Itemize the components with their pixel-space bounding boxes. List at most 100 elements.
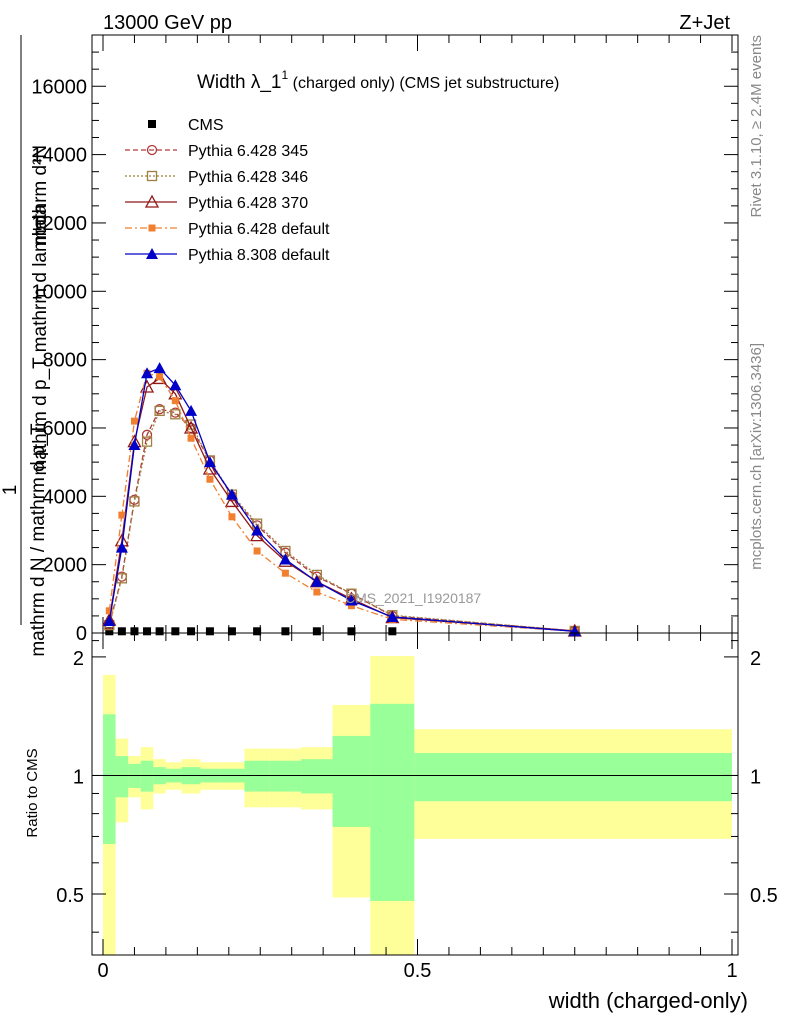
data-point-cms [347, 627, 356, 636]
data-point-cms [253, 627, 262, 636]
legend-entry-cms: CMS [148, 117, 224, 134]
data-point-p8def [141, 367, 154, 379]
main-y-tick-label: 6000 [43, 418, 88, 440]
legend-label: Pythia 6.428 345 [188, 143, 308, 160]
legend-label: CMS [188, 117, 224, 134]
data-point-p6def [253, 547, 261, 555]
ratio-y-axis: 0.5 0.5 1 1 2 2 [56, 640, 778, 933]
data-point-p345 [141, 429, 153, 440]
plot-title-sup: 1 [281, 68, 288, 82]
data-point-cms [130, 627, 139, 636]
series-p345 [104, 404, 580, 637]
data-point-p370 [224, 494, 240, 508]
data-point-cms [143, 627, 152, 636]
mcplots-label: mcplots.cern.ch [arXiv:1306.3436] [748, 343, 765, 570]
ratio-y-tick-label-right: 0.5 [750, 885, 778, 907]
data-point-p8def [568, 625, 581, 637]
data-point-p8def [345, 594, 358, 606]
data-point-p8def [128, 439, 141, 451]
plot-title-rest: (charged only) (CMS jet substructure) [288, 75, 559, 92]
y-title-top: mathrm d²N [30, 145, 51, 245]
series-line-p345 [108, 408, 575, 632]
ratio-band-inner [301, 759, 333, 794]
ratio-y-tick-label: 2 [73, 648, 84, 670]
ratio-band-inner [140, 760, 154, 792]
plot-title: Width λ_11 (charged only) (CMS jet subst… [197, 68, 559, 93]
series-p346 [104, 405, 580, 637]
legend-entry-p345: Pythia 6.428 345 [125, 143, 308, 160]
main-y-tick-label: 0 [76, 623, 87, 645]
ratio-plot-frame [91, 632, 739, 956]
series-p8def [103, 362, 581, 637]
data-point-p8def [169, 379, 182, 391]
ratio-band-inner [115, 756, 129, 798]
legend-label: Pythia 6.428 370 [188, 195, 308, 212]
data-point-p6def [347, 602, 355, 610]
main-y-tick-label: 2000 [43, 555, 88, 577]
data-point-p6def [281, 569, 289, 577]
data-point-p346 [141, 436, 153, 447]
y-axis-title: mathrm d²N mathrm d p_T mathrm d lambda … [0, 35, 51, 657]
legend-entry-p346: Pythia 6.428 346 [125, 169, 308, 186]
ratio-band-inner [103, 714, 116, 844]
ratio-band-inner [269, 760, 302, 792]
ratio-band-inner [244, 760, 270, 792]
data-point-p370 [202, 461, 218, 475]
legend-label: Pythia 6.428 default [188, 221, 330, 238]
rivet-label: Rivet 3.1.10, ≥ 2.4M events [748, 35, 765, 218]
energy-label: 13000 GeV pp [103, 12, 232, 34]
series-p370 [102, 371, 582, 637]
data-point-cms [187, 627, 196, 636]
data-point-p8def [251, 524, 264, 536]
data-point-p370 [183, 420, 199, 434]
ratio-band-inner [332, 735, 371, 827]
main-plot: 0 2000 4000 6000 8000 10000 12000 14000 16000 Wi… [0, 34, 739, 657]
data-point-p346 [154, 405, 165, 417]
data-point-p8def [115, 541, 128, 553]
data-point-p6def [105, 607, 113, 615]
legend-marker [144, 194, 160, 208]
legend-marker [148, 120, 156, 128]
y-title-mid: mathrm d p_T mathrm d lambda [30, 204, 51, 475]
y-title-bottom: mathrm d N / mathrm d p_T [28, 423, 49, 657]
data-point-p6def [130, 417, 138, 425]
main-y-tick-label: 12000 [31, 213, 87, 235]
legend-marker [148, 224, 156, 232]
data-point-cms [155, 627, 164, 636]
data-point-p8def [225, 488, 238, 500]
data-point-p6def [313, 588, 321, 596]
series-line-p6def [108, 372, 575, 632]
series-line-p8def [108, 367, 575, 632]
ratio-band-inner [370, 703, 415, 901]
watermark: CMS_2021_I1920187 [345, 590, 481, 606]
main-y-tick-label: 16000 [31, 76, 87, 98]
main-y-tick-label: 14000 [31, 145, 87, 167]
x-tick-label: 1 [726, 960, 737, 982]
series-line-p346 [108, 410, 575, 632]
data-point-p8def [153, 362, 166, 374]
ratio-y-tick-label: 0.5 [56, 885, 84, 907]
data-point-p6def [228, 513, 236, 521]
y-title-one: 1 [0, 485, 21, 496]
data-point-p8def [185, 404, 198, 416]
legend-label: Pythia 6.428 346 [188, 169, 308, 186]
ratio-band-inner [414, 753, 732, 802]
data-point-cms [388, 627, 397, 636]
main-x-ticks [102, 35, 733, 633]
data-point-p346 [116, 573, 128, 584]
data-point-p8def [279, 553, 292, 565]
data-point-p8def [103, 615, 116, 627]
ratio-plot: 0.5 0.51 12 2 0 0.5 1 Ratio to CMS width (cha… [24, 632, 778, 1013]
data-point-cms [227, 627, 236, 636]
ratio-y-title: Ratio to CMS [24, 748, 41, 837]
ratio-x-axis: 0 0.5 1 [97, 633, 738, 982]
legend-entry-p370: Pythia 6.428 370 [125, 194, 308, 212]
legend-marker [146, 170, 158, 182]
data-point-p6def [187, 434, 195, 442]
process-label: Z+Jet [679, 12, 730, 34]
data-point-cms [105, 627, 114, 636]
legend-marker [146, 248, 158, 259]
data-point-p346 [170, 409, 181, 420]
x-axis-title: width (charged-only) [548, 988, 748, 1013]
